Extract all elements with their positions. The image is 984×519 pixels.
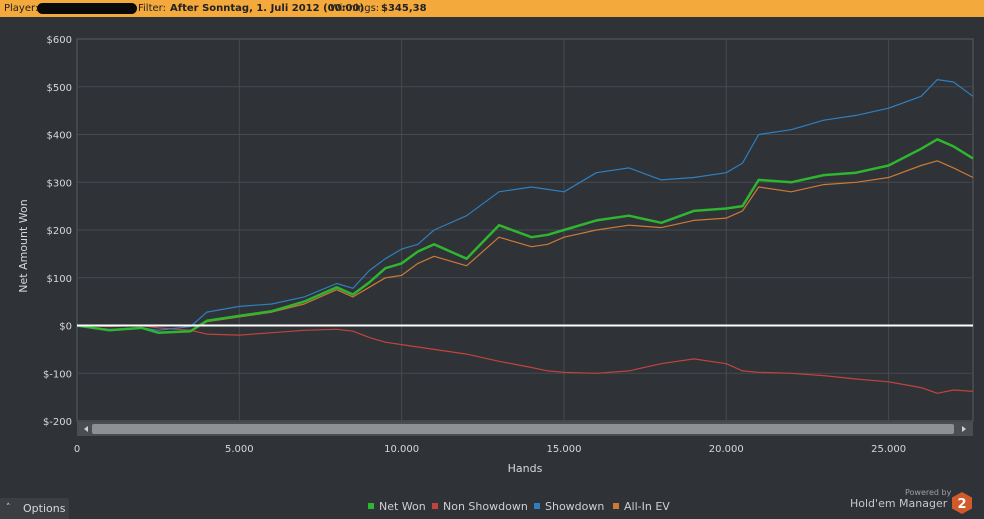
y-tick-label: $200 bbox=[47, 226, 72, 237]
legend-item-showdown[interactable]: Showdown bbox=[534, 500, 604, 513]
hem2-logo[interactable]: Hold'em Manager 2 bbox=[850, 492, 972, 514]
filter-value: After Sonntag, 1. Juli 2012 (00:00) bbox=[170, 3, 365, 14]
powered-by-text: Powered by bbox=[905, 488, 952, 497]
legend-label: Showdown bbox=[545, 500, 605, 513]
series-lines bbox=[76, 78, 974, 394]
player-name-redacted bbox=[37, 3, 137, 14]
y-tick-label: $-200 bbox=[43, 417, 72, 428]
x-tick-label: 20.000 bbox=[709, 444, 744, 455]
legend-item-net-won[interactable]: Net Won bbox=[368, 500, 426, 513]
horizontal-scrollbar[interactable] bbox=[77, 422, 973, 436]
legend-swatch bbox=[534, 503, 540, 509]
x-tick-label: 25.000 bbox=[871, 444, 906, 455]
winnings-value: $345,38 bbox=[381, 3, 427, 14]
legend-swatch bbox=[368, 503, 374, 509]
legend-swatch bbox=[613, 503, 619, 509]
scroll-left-icon[interactable] bbox=[84, 426, 88, 432]
y-tick-label: $0 bbox=[59, 322, 72, 333]
legend-label: Non Showdown bbox=[443, 500, 528, 513]
legend-swatch bbox=[432, 503, 438, 509]
svg-text:2: 2 bbox=[957, 497, 966, 512]
x-axis-title: Hands bbox=[508, 462, 543, 475]
winnings-label: Winnings: bbox=[330, 3, 380, 14]
legend-item-allin-ev[interactable]: All-In EV bbox=[613, 500, 670, 513]
legend-label: Net Won bbox=[379, 500, 426, 513]
options-label: Options bbox=[23, 502, 66, 515]
x-tick-label: 0 bbox=[74, 444, 80, 455]
hem2-badge-icon: 2 bbox=[952, 492, 972, 514]
filter-bar: Player: Filter: After Sonntag, 1. Juli 2… bbox=[0, 0, 984, 17]
y-tick-label: $600 bbox=[47, 35, 72, 46]
filter-label: Filter: bbox=[138, 3, 166, 14]
scroll-right-icon[interactable] bbox=[962, 426, 966, 432]
scrollbar-thumb[interactable] bbox=[92, 424, 954, 434]
legend-label: All-In EV bbox=[624, 500, 670, 513]
x-tick-label: 15.000 bbox=[546, 444, 581, 455]
y-tick-label: $300 bbox=[47, 178, 72, 189]
legend-item-non-showdown[interactable]: Non Showdown bbox=[432, 500, 528, 513]
series-line-net-won bbox=[76, 138, 974, 334]
series-line-non-showdown bbox=[76, 324, 974, 394]
y-tick-label: $100 bbox=[47, 274, 72, 285]
player-label: Player: bbox=[4, 3, 39, 14]
series-line-showdown bbox=[76, 78, 974, 331]
y-axis-ticks: $600 $500 $400 $300 $200 $100 $0 $-100 $-200 bbox=[43, 35, 72, 428]
y-tick-label: $-100 bbox=[43, 369, 72, 380]
brand-name: Hold'em Manager bbox=[850, 497, 948, 510]
y-tick-label: $400 bbox=[47, 131, 72, 142]
y-axis-title: Net Amount Won bbox=[17, 199, 30, 292]
chevron-up-icon: ˄ bbox=[6, 503, 11, 513]
winnings-graph: $600 $500 $400 $300 $200 $100 $0 $-100 $-200 0 5.… bbox=[17, 35, 974, 475]
x-axis-ticks: 0 5.000 10.000 15.000 20.000 25.000 bbox=[74, 444, 906, 455]
y-tick-label: $500 bbox=[47, 83, 72, 94]
x-tick-label: 10.000 bbox=[384, 444, 419, 455]
options-button[interactable]: ˄ Options bbox=[0, 498, 69, 519]
x-tick-label: 5.000 bbox=[225, 444, 254, 455]
